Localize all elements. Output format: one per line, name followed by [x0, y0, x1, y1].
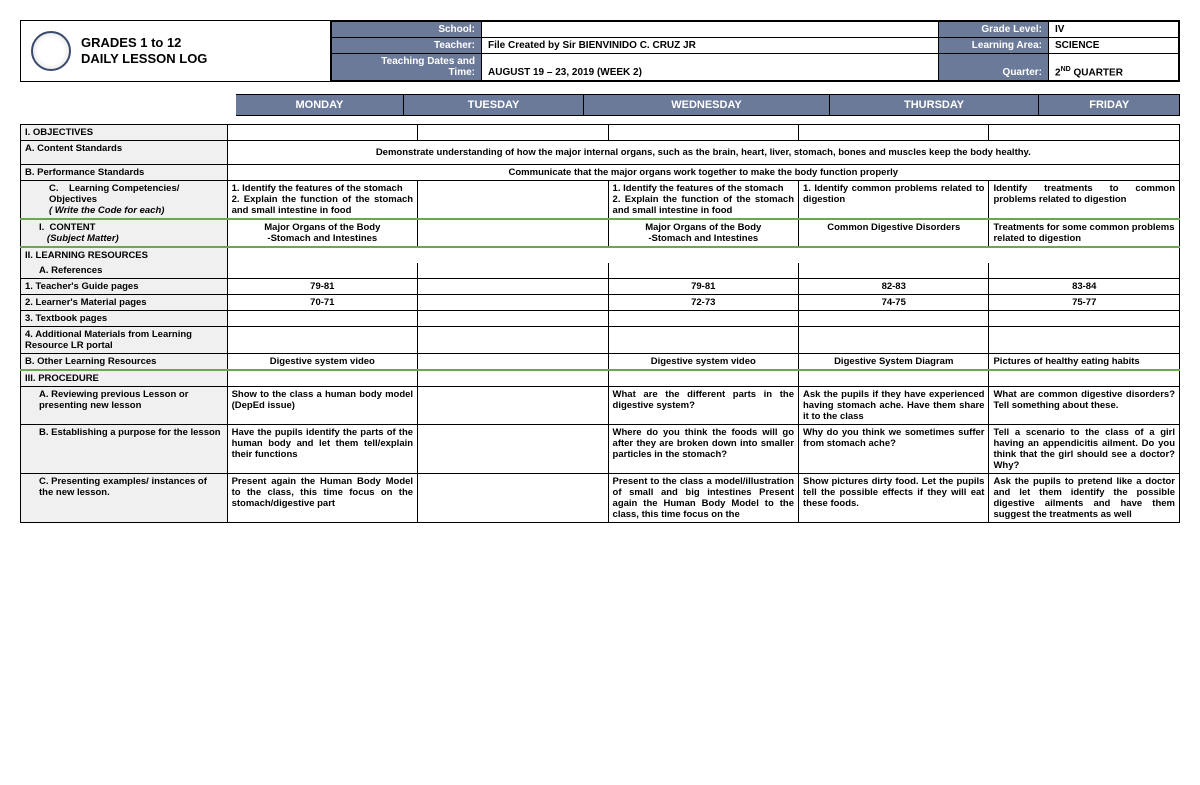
pa-mon: Show to the class a human body model (De… [227, 387, 417, 425]
pc-thu: Show pictures dirty food. Let the pupils… [799, 474, 989, 523]
comp-wed: 1. Identify the features of the stomach2… [608, 181, 798, 220]
row-perf-std: B. Performance Standards [21, 165, 228, 181]
area-label: Learning Area: [939, 38, 1049, 54]
document-header: GRADES 1 to 12 DAILY LESSON LOG School: … [20, 20, 1180, 82]
row-content: I. CONTENT (Subject Matter) [21, 219, 228, 247]
pc-wed: Present to the class a model/illustratio… [608, 474, 798, 523]
pa-thu: Ask the pupils if they have experienced … [799, 387, 989, 425]
pb-wed: Where do you think the foods will go aft… [608, 425, 798, 474]
grade-label: Grade Level: [939, 22, 1049, 38]
row-lm: 2. Learner's Material pages [21, 295, 228, 311]
pb-fri: Tell a scenario to the class of a girl h… [989, 425, 1180, 474]
row-tb: 3. Textbook pages [21, 311, 228, 327]
row-objectives: I. OBJECTIVES [21, 125, 228, 141]
row-competencies: C. Learning Competencies/ Objectives( Wr… [21, 181, 228, 220]
comp-thu: 1. Identify common problems related to d… [799, 181, 989, 220]
row-lr: II. LEARNING RESOURCES [21, 247, 228, 263]
dates-label: Teaching Dates andTime: [332, 54, 482, 81]
days-header: MONDAY TUESDAY WEDNESDAY THURSDAY FRIDAY [20, 94, 1180, 116]
row-pc: C. Presenting examples/ instances of the… [21, 474, 228, 523]
school-label: School: [332, 22, 482, 38]
dates-value: AUGUST 19 – 23, 2019 (WEEK 2) [482, 54, 939, 81]
tg-thu: 82-83 [799, 279, 989, 295]
title-line2: DAILY LESSON LOG [81, 51, 207, 67]
pa-fri: What are common digestive disorders? Tel… [989, 387, 1180, 425]
cont-thu: Common Digestive Disorders [799, 219, 989, 247]
tg-mon: 79-81 [227, 279, 417, 295]
other-thu: Digestive System Diagram [799, 354, 989, 371]
header-title-block: GRADES 1 to 12 DAILY LESSON LOG [21, 21, 331, 81]
other-wed: Digestive system video [608, 354, 798, 371]
lm-fri: 75-77 [989, 295, 1180, 311]
day-wed: WEDNESDAY [584, 95, 829, 116]
day-mon: MONDAY [236, 95, 404, 116]
comp-tue [418, 181, 608, 220]
area-value: SCIENCE [1049, 38, 1179, 54]
row-tg: 1. Teacher's Guide pages [21, 279, 228, 295]
row-content-std: A. Content Standards [21, 141, 228, 165]
cont-mon: Major Organs of the Body-Stomach and Int… [227, 219, 417, 247]
lm-wed: 72-73 [608, 295, 798, 311]
tg-fri: 83-84 [989, 279, 1180, 295]
pc-fri: Ask the pupils to pretend like a doctor … [989, 474, 1180, 523]
grade-value: IV [1049, 22, 1179, 38]
row-proc: III. PROCEDURE [21, 370, 228, 387]
pa-wed: What are the different parts in the dige… [608, 387, 798, 425]
row-other: B. Other Learning Resources [21, 354, 228, 371]
lm-thu: 74-75 [799, 295, 989, 311]
school-value [482, 22, 939, 38]
header-info: School: Grade Level: IV Teacher: File Cr… [331, 21, 1179, 81]
row-refs: A. References [21, 263, 228, 279]
deped-logo [31, 31, 71, 71]
row-addl: 4. Additional Materials from Learning Re… [21, 327, 228, 354]
perf-std-text: Communicate that the major organs work t… [227, 165, 1179, 181]
day-thu: THURSDAY [829, 95, 1039, 116]
comp-fri: Identify treatments to common problems r… [989, 181, 1180, 220]
day-tue: TUESDAY [403, 95, 583, 116]
teacher-value: File Created by Sir BIENVINIDO C. CRUZ J… [482, 38, 939, 54]
row-pa: A. Reviewing previous Lesson or presenti… [21, 387, 228, 425]
tg-wed: 79-81 [608, 279, 798, 295]
pc-mon: Present again the Human Body Model to th… [227, 474, 417, 523]
pb-mon: Have the pupils identify the parts of th… [227, 425, 417, 474]
quarter-value: 2ND QUARTER [1049, 54, 1179, 81]
teacher-label: Teacher: [332, 38, 482, 54]
content-std-text: Demonstrate understanding of how the maj… [227, 141, 1179, 165]
other-fri: Pictures of healthy eating habits [989, 354, 1180, 371]
lesson-grid: I. OBJECTIVES A. Content Standards Demon… [20, 124, 1180, 523]
cont-fri: Treatments for some common problems rela… [989, 219, 1180, 247]
cont-tue [418, 219, 608, 247]
pb-thu: Why do you think we sometimes suffer fro… [799, 425, 989, 474]
comp-mon: 1. Identify the features of the stomach2… [227, 181, 417, 220]
day-fri: FRIDAY [1039, 95, 1180, 116]
title-line1: GRADES 1 to 12 [81, 35, 207, 51]
quarter-label: Quarter: [939, 54, 1049, 81]
other-mon: Digestive system video [227, 354, 417, 371]
lm-mon: 70-71 [227, 295, 417, 311]
row-pb: B. Establishing a purpose for the lesson [21, 425, 228, 474]
doc-title: GRADES 1 to 12 DAILY LESSON LOG [81, 35, 207, 66]
cont-wed: Major Organs of the Body-Stomach and Int… [608, 219, 798, 247]
